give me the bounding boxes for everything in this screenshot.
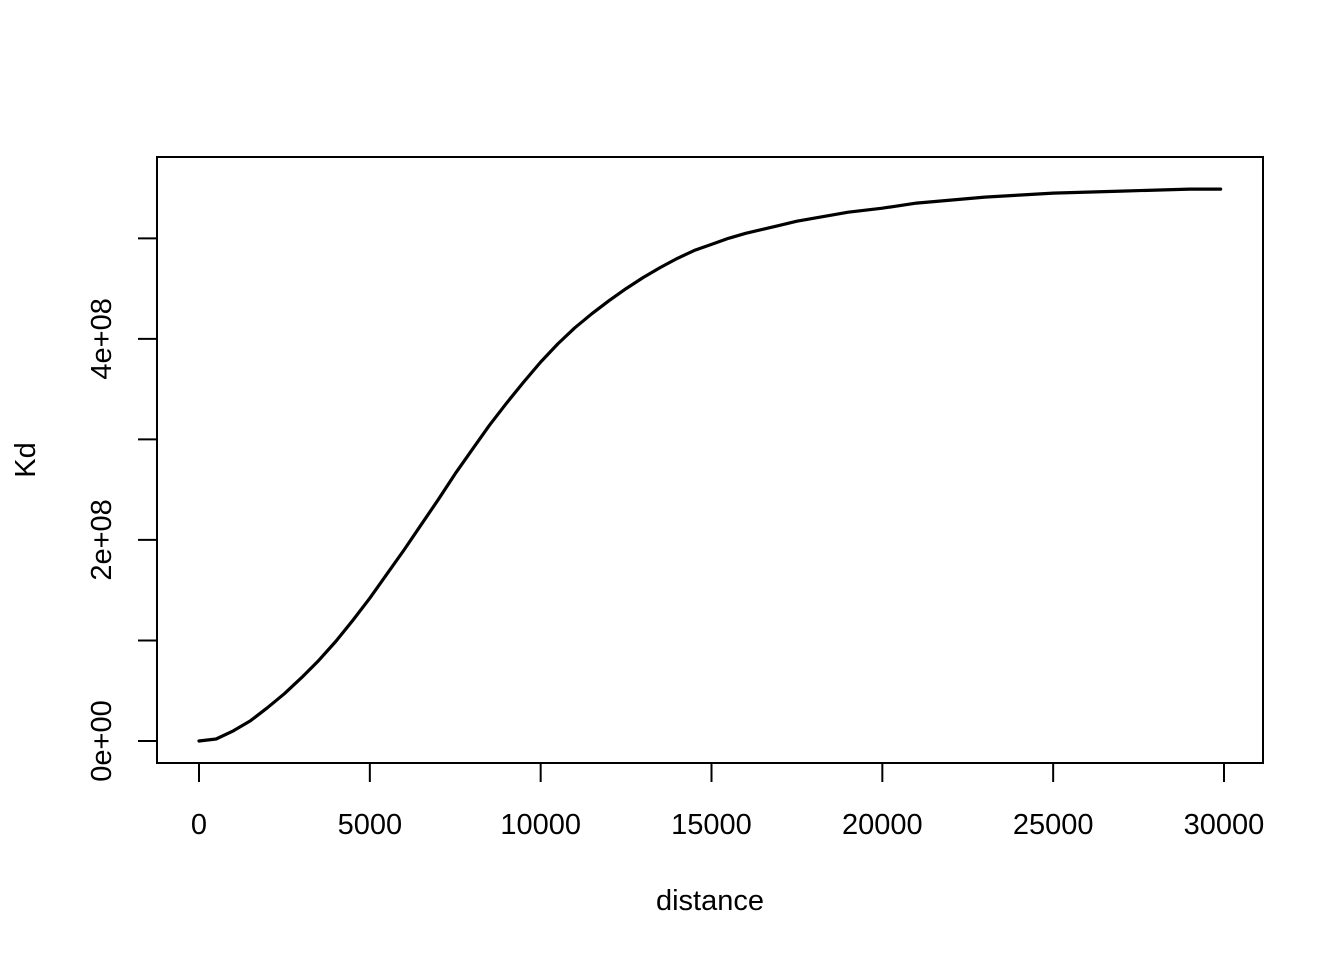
y-tick-label: 0e+00	[86, 700, 118, 781]
y-axis: 0e+00 2e+08 4e+08	[86, 237, 158, 782]
x-tick-label: 25000	[1013, 809, 1094, 841]
y-tick-label: 4e+08	[86, 298, 118, 379]
x-tick-label: 30000	[1184, 809, 1265, 841]
x-tick-label: 20000	[842, 809, 923, 841]
y-axis-label: Kd	[10, 442, 42, 477]
x-tick-label: 10000	[500, 809, 581, 841]
x-axis: 0 5000 10000 15000 20000 25000 30000	[191, 762, 1265, 841]
plot-frame	[156, 156, 1264, 764]
data-series-line	[197, 187, 1223, 743]
x-tick-label: 0	[191, 809, 207, 841]
x-tick-label: 5000	[338, 809, 403, 841]
x-tick-label: 15000	[671, 809, 752, 841]
y-tick-label: 2e+08	[86, 499, 118, 580]
x-axis-label: distance	[656, 885, 764, 917]
